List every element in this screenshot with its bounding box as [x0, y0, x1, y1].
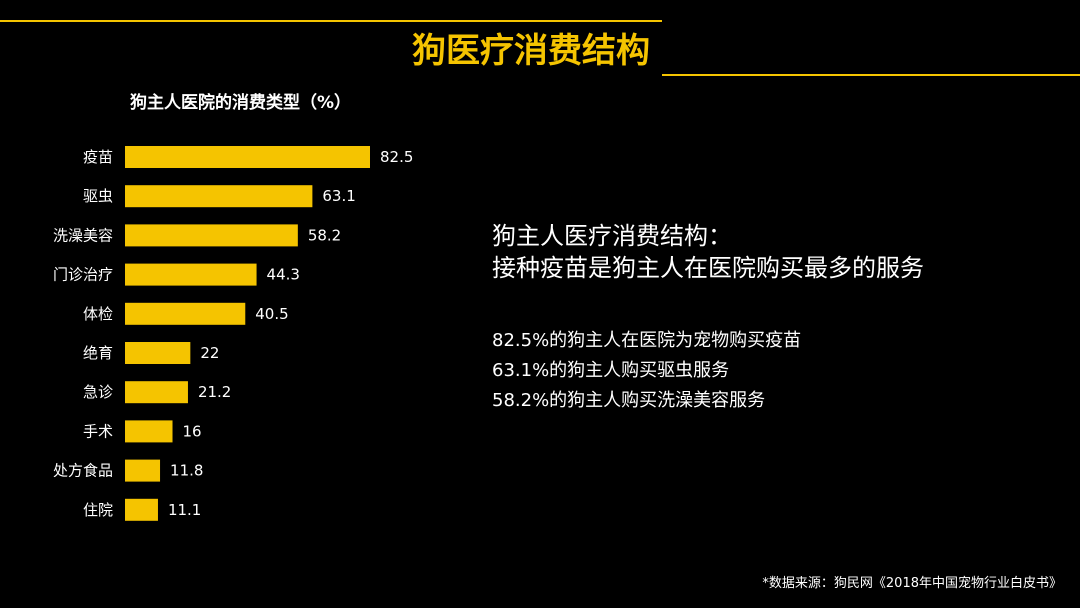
category-label: 绝育: [83, 344, 113, 362]
data-label: 11.1: [168, 501, 201, 519]
summary-block: 狗主人医疗消费结构： 接种疫苗是狗主人在医院购买最多的服务: [492, 220, 1052, 284]
data-label: 63.1: [322, 187, 355, 205]
category-label: 洗澡美容: [53, 226, 113, 244]
category-label: 处方食品: [53, 462, 113, 480]
summary-line-2: 接种疫苗是狗主人在医院购买最多的服务: [492, 254, 924, 282]
bar: [125, 498, 158, 521]
data-label: 22: [200, 344, 219, 362]
category-label: 门诊治疗: [53, 266, 113, 284]
slide-title: 狗医疗消费结构: [412, 31, 650, 71]
summary-line-1: 狗主人医疗消费结构：: [492, 222, 732, 250]
data-label: 58.2: [308, 226, 341, 244]
data-label: 44.3: [267, 266, 300, 284]
bar: [125, 420, 173, 443]
bar-chart: 疫苗 82.5 驱虫 63.1 洗澡美容 58.2 门诊治疗 44.3 体检 40.5 绝育 22 急诊…: [53, 146, 413, 521]
details-block: 82.5%的狗主人在医院为宠物购买疫苗 63.1%的狗主人购买驱虫服务 58.2…: [492, 326, 1052, 416]
data-label: 21.2: [198, 383, 231, 401]
top-accent-line: [0, 20, 662, 22]
bar: [125, 146, 370, 168]
data-label: 16: [183, 422, 202, 440]
category-label: 体检: [83, 305, 113, 323]
category-label: 疫苗: [83, 148, 113, 166]
bar: [125, 185, 313, 208]
bar: [125, 263, 257, 286]
detail-line-3: 58.2%的狗主人购买洗澡美容服务: [492, 390, 766, 411]
data-label: 82.5: [380, 148, 413, 166]
bar: [125, 342, 191, 364]
category-label: 住院: [83, 501, 113, 519]
data-label: 40.5: [255, 305, 288, 323]
category-label: 急诊: [83, 383, 113, 401]
bar: [125, 302, 246, 325]
detail-line-1: 82.5%的狗主人在医院为宠物购买疫苗: [492, 330, 802, 351]
bar: [125, 381, 188, 404]
category-label: 手术: [83, 422, 113, 440]
detail-line-2: 63.1%的狗主人购买驱虫服务: [492, 360, 730, 381]
right-accent-line: [662, 74, 1080, 76]
source-note: *数据来源：狗民网《2018年中国宠物行业白皮书》: [762, 576, 1062, 591]
chart-title: 狗主人医院的消费类型（%）: [130, 93, 352, 113]
data-label: 11.8: [170, 462, 203, 480]
category-label: 驱虫: [83, 187, 113, 205]
bar: [125, 459, 161, 482]
bar: [125, 224, 298, 247]
